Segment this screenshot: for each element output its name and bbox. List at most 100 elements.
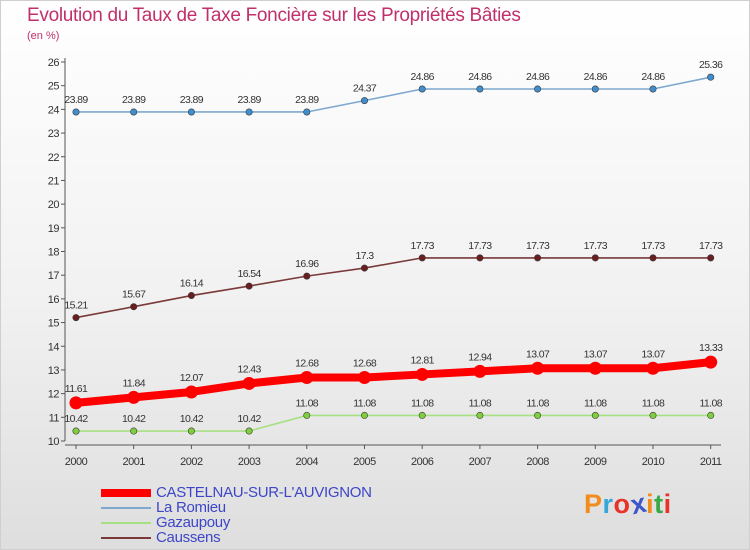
data-label-castelnau-sur-l-auvignon: 12.68 — [353, 358, 377, 370]
y-tick-label: 21 — [48, 175, 60, 187]
data-point-la-romieu — [418, 85, 426, 93]
data-point-gazaupouy — [534, 411, 542, 419]
x-tick-label: 2003 — [238, 456, 261, 468]
data-point-la-romieu — [649, 85, 657, 93]
y-tick-label: 10 — [48, 436, 60, 448]
series-castelnau-sur-l-auvignon: 11.61 11.84 12.07 12.43 12.68 12.68 12.81 12.94… — [65, 342, 724, 410]
data-label-gazaupouy: 11.08 — [411, 397, 434, 409]
data-label-caussens: 16.54 — [237, 268, 261, 280]
series-la-romieu: 23.89 23.89 23.89 23.89 23.89 24.37 24.86 24.86… — [64, 59, 724, 116]
data-point-la-romieu — [360, 97, 368, 105]
x-tick-label: 2000 — [65, 456, 88, 468]
data-point-gazaupouy — [360, 411, 368, 419]
data-point-caussens — [360, 264, 368, 272]
data-label-castelnau-sur-l-auvignon: 11.84 — [122, 377, 145, 389]
logo-letter: i — [646, 489, 655, 519]
x-tick-label: 2009 — [584, 456, 607, 468]
data-point-la-romieu — [591, 85, 599, 93]
data-label-caussens: 17.3 — [355, 250, 374, 262]
data-label-gazaupouy: 11.08 — [526, 397, 549, 409]
data-label-gazaupouy: 10.42 — [64, 413, 88, 425]
data-label-castelnau-sur-l-auvignon: 12.81 — [411, 354, 435, 366]
data-label-caussens: 17.73 — [411, 240, 435, 252]
y-tick-label: 20 — [48, 199, 60, 211]
data-point-castelnau-sur-l-auvignon — [531, 361, 545, 375]
y-tick-label: 11 — [49, 412, 60, 424]
series-caussens: 15.21 15.67 16.14 16.54 16.96 17.3 17.73 17.73 1… — [64, 240, 724, 322]
y-tick-label: 17 — [48, 270, 60, 282]
data-label-la-romieu: 23.89 — [237, 94, 261, 106]
data-point-caussens — [72, 314, 80, 322]
data-point-caussens — [303, 272, 311, 280]
chart-title: Evolution du Taux de Taxe Foncière sur l… — [27, 5, 521, 26]
data-point-castelnau-sur-l-auvignon — [358, 371, 371, 385]
data-label-castelnau-sur-l-auvignon: 12.68 — [295, 358, 319, 370]
y-tick-label: 18 — [48, 247, 60, 259]
data-label-la-romieu: 24.86 — [584, 71, 608, 83]
data-label-la-romieu: 24.86 — [641, 71, 665, 83]
data-point-gazaupouy — [245, 427, 253, 435]
data-label-castelnau-sur-l-auvignon: 12.94 — [468, 351, 492, 363]
data-point-gazaupouy — [72, 427, 80, 435]
data-label-castelnau-sur-l-auvignon: 13.07 — [526, 348, 550, 360]
data-point-castelnau-sur-l-auvignon — [184, 385, 198, 399]
data-label-la-romieu: 24.37 — [353, 83, 377, 95]
data-point-castelnau-sur-l-auvignon — [646, 361, 660, 375]
data-point-gazaupouy — [476, 411, 484, 419]
data-point-gazaupouy — [303, 411, 311, 419]
data-point-caussens — [245, 282, 253, 290]
y-tick-label: 24 — [48, 104, 60, 116]
data-label-castelnau-sur-l-auvignon: 13.33 — [699, 342, 723, 354]
data-point-la-romieu — [534, 85, 542, 93]
data-point-caussens — [707, 254, 715, 262]
y-tick-label: 13 — [48, 365, 60, 377]
x-tick-label: 2007 — [469, 456, 492, 468]
data-label-la-romieu: 23.89 — [64, 94, 88, 106]
data-label-castelnau-sur-l-auvignon: 12.43 — [237, 363, 261, 375]
legend-label-la-romieu: La Romieu — [156, 499, 226, 516]
data-label-caussens: 15.67 — [122, 289, 146, 301]
proxiti-logo: Proxiti — [584, 488, 672, 521]
x-tick-label: 2006 — [411, 456, 434, 468]
series-gazaupouy: 10.42 10.42 10.42 10.42 11.08 11.08 11.08 11.08… — [64, 397, 723, 435]
series-line-gazaupouy — [75, 414, 712, 432]
data-point-gazaupouy — [418, 411, 426, 419]
data-label-caussens: 17.73 — [468, 240, 492, 252]
data-point-la-romieu — [707, 73, 715, 81]
legend-label-castelnau-sur-l-auvignon: CASTELNAU-SUR-L'AUVIGNON — [156, 484, 372, 501]
data-point-caussens — [130, 303, 138, 311]
x-tick-label: 2011 — [700, 456, 722, 468]
data-label-gazaupouy: 10.42 — [122, 413, 146, 425]
data-point-la-romieu — [187, 108, 195, 116]
data-point-la-romieu — [130, 108, 138, 116]
data-label-la-romieu: 25.36 — [699, 59, 723, 71]
data-label-caussens: 16.14 — [180, 278, 204, 290]
logo-letter: o — [613, 489, 631, 519]
data-label-la-romieu: 24.86 — [411, 71, 435, 83]
legend-label-gazaupouy: Gazaupouy — [156, 514, 231, 531]
logo-letter: r — [602, 489, 614, 519]
data-label-caussens: 15.21 — [64, 300, 88, 312]
x-tick-label: 2005 — [353, 456, 376, 468]
x-tick-label: 2002 — [180, 456, 203, 468]
y-tick-label: 25 — [48, 81, 60, 93]
legend-label-caussens: Caussens — [156, 529, 221, 546]
series-line-caussens — [75, 257, 712, 319]
data-label-la-romieu: 24.86 — [526, 71, 550, 83]
data-label-gazaupouy: 10.42 — [237, 413, 261, 425]
series-line-la-romieu — [75, 76, 712, 113]
data-point-caussens — [418, 254, 426, 262]
data-point-la-romieu — [303, 108, 311, 116]
data-label-castelnau-sur-l-auvignon: 11.61 — [65, 383, 88, 395]
data-point-castelnau-sur-l-auvignon — [588, 361, 602, 375]
x-tick-label: 2004 — [296, 456, 319, 468]
data-point-gazaupouy — [187, 427, 195, 435]
data-label-la-romieu: 23.89 — [295, 94, 319, 106]
data-point-la-romieu — [72, 108, 80, 116]
x-tick-label: 2001 — [122, 456, 145, 468]
data-label-la-romieu: 23.89 — [122, 94, 146, 106]
data-label-castelnau-sur-l-auvignon: 13.07 — [584, 348, 608, 360]
data-label-la-romieu: 23.89 — [180, 94, 204, 106]
